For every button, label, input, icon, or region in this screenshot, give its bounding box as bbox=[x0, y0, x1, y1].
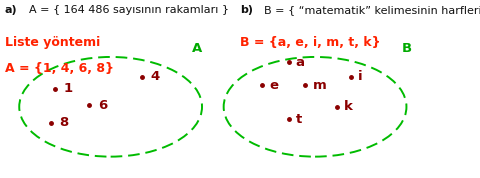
Text: B: B bbox=[401, 42, 411, 55]
Text: a: a bbox=[295, 56, 304, 69]
Text: k: k bbox=[343, 100, 352, 113]
Text: i: i bbox=[358, 70, 362, 83]
Text: 6: 6 bbox=[97, 98, 107, 112]
Text: 1: 1 bbox=[64, 82, 73, 96]
Text: B = {a, e, i, m, t, k}: B = {a, e, i, m, t, k} bbox=[240, 36, 380, 49]
Text: Liste yöntemi: Liste yöntemi bbox=[5, 36, 100, 49]
Text: A = { 164 486 sayısının rakamları }: A = { 164 486 sayısının rakamları } bbox=[22, 5, 228, 15]
Text: m: m bbox=[312, 79, 326, 92]
Text: B = { “matematik” kelimesinin harfleri}: B = { “matematik” kelimesinin harfleri} bbox=[257, 5, 480, 15]
Text: 4: 4 bbox=[150, 70, 159, 83]
Text: e: e bbox=[269, 79, 278, 92]
Text: a): a) bbox=[5, 5, 17, 15]
Text: A: A bbox=[192, 42, 202, 55]
Text: b): b) bbox=[240, 5, 253, 15]
Text: A = {1, 4, 6, 8}: A = {1, 4, 6, 8} bbox=[5, 62, 114, 75]
Text: t: t bbox=[295, 113, 301, 126]
Text: 8: 8 bbox=[59, 116, 68, 129]
